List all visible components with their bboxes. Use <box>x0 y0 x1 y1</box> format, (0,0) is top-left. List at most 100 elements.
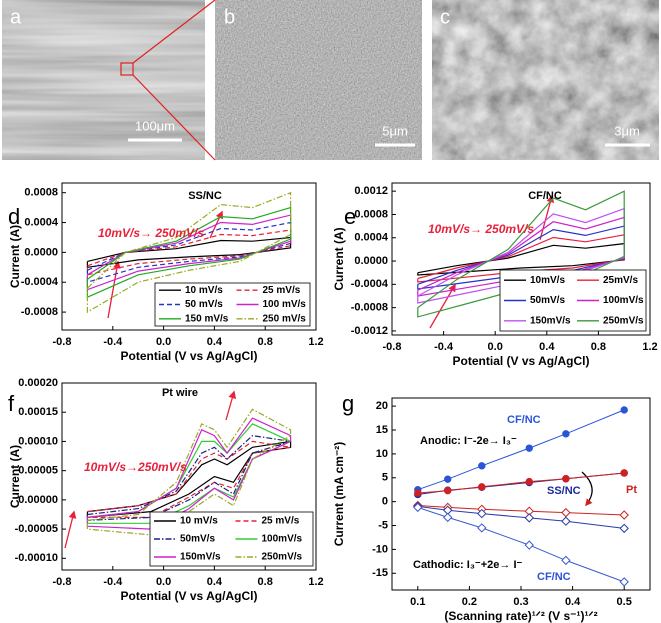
fit-line <box>417 505 625 516</box>
annotation: Cathodic: I₃⁻+2e→ I⁻ <box>413 559 522 571</box>
data-point <box>413 502 423 513</box>
annotation: 10mV/s→ 250mV/s <box>98 226 204 240</box>
arrow <box>581 471 593 507</box>
chart-title: SS/NC <box>188 190 222 202</box>
data-point <box>478 462 486 470</box>
legend-label: 50mV/s <box>530 295 565 306</box>
panel-letter: b <box>224 6 235 28</box>
data-point <box>525 477 533 486</box>
legend-label: 250mV/s <box>603 315 644 326</box>
y-tick-label: -0.00010 <box>15 552 58 564</box>
x-tick-label: -0.8 <box>383 341 402 353</box>
annotation: 10mV/s→250mV/s <box>84 460 187 474</box>
y-tick-label: 10 <box>376 448 388 460</box>
panel-letter: c <box>440 6 450 28</box>
y-axis-label: Current (A) <box>8 445 22 508</box>
y-tick-label: 0.0000 <box>354 255 388 267</box>
y-tick-label: -0.00005 <box>15 523 58 535</box>
arrow <box>64 510 77 549</box>
y-tick-label: 0.0004 <box>354 232 389 244</box>
zoom-line <box>132 0 216 64</box>
x-axis-label: (Scanning rate)¹ᐟ² (V s⁻¹)¹ᐟ² <box>444 609 597 623</box>
x-tick-label: 0.1 <box>410 596 425 608</box>
fit-line <box>417 409 625 491</box>
annotation: CF/NC <box>537 571 571 583</box>
legend-label: 10 mV/s <box>185 285 223 296</box>
data-point <box>477 523 487 533</box>
data-point <box>444 475 452 483</box>
y-tick-label: 15 <box>376 424 388 436</box>
data-point <box>561 516 571 526</box>
data-point <box>414 489 422 497</box>
legend-label: 100mV/s <box>603 295 644 306</box>
legend-label: 150mV/s <box>530 315 571 326</box>
legend-label: 25mV/s <box>603 275 638 286</box>
y-tick-label: 0 <box>382 496 388 508</box>
cv-curve <box>417 190 625 318</box>
fit-line <box>417 506 625 583</box>
scale-label: 5μm <box>382 123 408 138</box>
y-tick-label: 0.0000 <box>24 246 58 258</box>
y-tick-label: -0.0004 <box>351 278 389 290</box>
legend-label: 100mV/s <box>262 534 303 545</box>
cv-curve <box>86 440 292 519</box>
data-point <box>478 483 486 491</box>
x-tick-label: -0.4 <box>434 341 454 353</box>
data-point <box>619 510 629 520</box>
x-tick-label: 0.4 <box>207 576 223 588</box>
y-tick-label: 5 <box>382 472 388 484</box>
x-tick-label: -0.8 <box>53 336 72 348</box>
y-axis-label: Current (mA cm⁻²) <box>332 442 346 547</box>
arrow <box>225 390 237 421</box>
data-point <box>620 469 628 477</box>
y-axis-label: Current (A) <box>332 227 346 290</box>
x-tick-label: 0.4 <box>539 341 555 353</box>
chart-title: Pt wire <box>162 387 198 399</box>
arrow <box>539 194 555 241</box>
data-point <box>477 508 487 519</box>
panel-letter: e <box>344 204 356 229</box>
annotation: 10mV/s→ 250mV/s <box>428 222 534 236</box>
data-point <box>444 486 452 495</box>
y-tick-label: 20 <box>376 400 388 412</box>
fit-line <box>417 505 625 529</box>
cv-curve <box>86 206 292 299</box>
cv-curve <box>86 440 291 518</box>
arrow <box>107 260 121 319</box>
cv-curve <box>86 191 292 314</box>
sem-image <box>215 0 422 160</box>
x-tick-label: 0.0 <box>488 341 503 353</box>
panel-letter: a <box>10 6 22 28</box>
x-tick-label: 0.2 <box>462 596 477 608</box>
legend-label: 150 mV/s <box>185 313 229 324</box>
y-tick-label: -5 <box>378 519 388 531</box>
legend-label: 25 mV/s <box>262 516 300 527</box>
data-point <box>525 444 533 452</box>
cv-curve <box>86 236 292 268</box>
data-point <box>561 555 571 566</box>
x-tick-label: 0.8 <box>591 341 606 353</box>
y-tick-label: -10 <box>372 543 388 555</box>
x-tick-label: 0.3 <box>513 596 528 608</box>
y-tick-label: 0.00010 <box>18 435 58 447</box>
y-tick-label: 0.0008 <box>24 187 58 199</box>
y-tick-label: 0.00015 <box>18 406 58 418</box>
legend-label: 10 mV/s <box>180 516 218 527</box>
plot-frame <box>391 182 651 336</box>
panel-letter: g <box>342 391 354 416</box>
annotation: CF/NC <box>507 414 541 426</box>
zoom-box <box>120 62 134 76</box>
sem-image <box>432 0 659 160</box>
y-tick-label: -0.0008 <box>351 302 388 314</box>
y-tick-label: -0.0008 <box>21 306 58 318</box>
y-tick-label: -0.0004 <box>21 276 59 288</box>
chart-title: CF/NC <box>528 190 562 202</box>
x-axis-label: Potential (V vs Ag/AgCl) <box>121 589 258 603</box>
y-tick-label: 0.00005 <box>18 465 58 477</box>
annotation: Anodic: I⁻-2e→ I₃⁻ <box>420 435 517 447</box>
x-axis-label: Potential (V vs Ag/AgCl) <box>453 354 590 368</box>
legend-box <box>149 511 314 567</box>
y-tick-label: 0.0008 <box>354 208 388 220</box>
legend-label: 25 mV/s <box>263 285 301 296</box>
fit-line <box>417 472 625 494</box>
